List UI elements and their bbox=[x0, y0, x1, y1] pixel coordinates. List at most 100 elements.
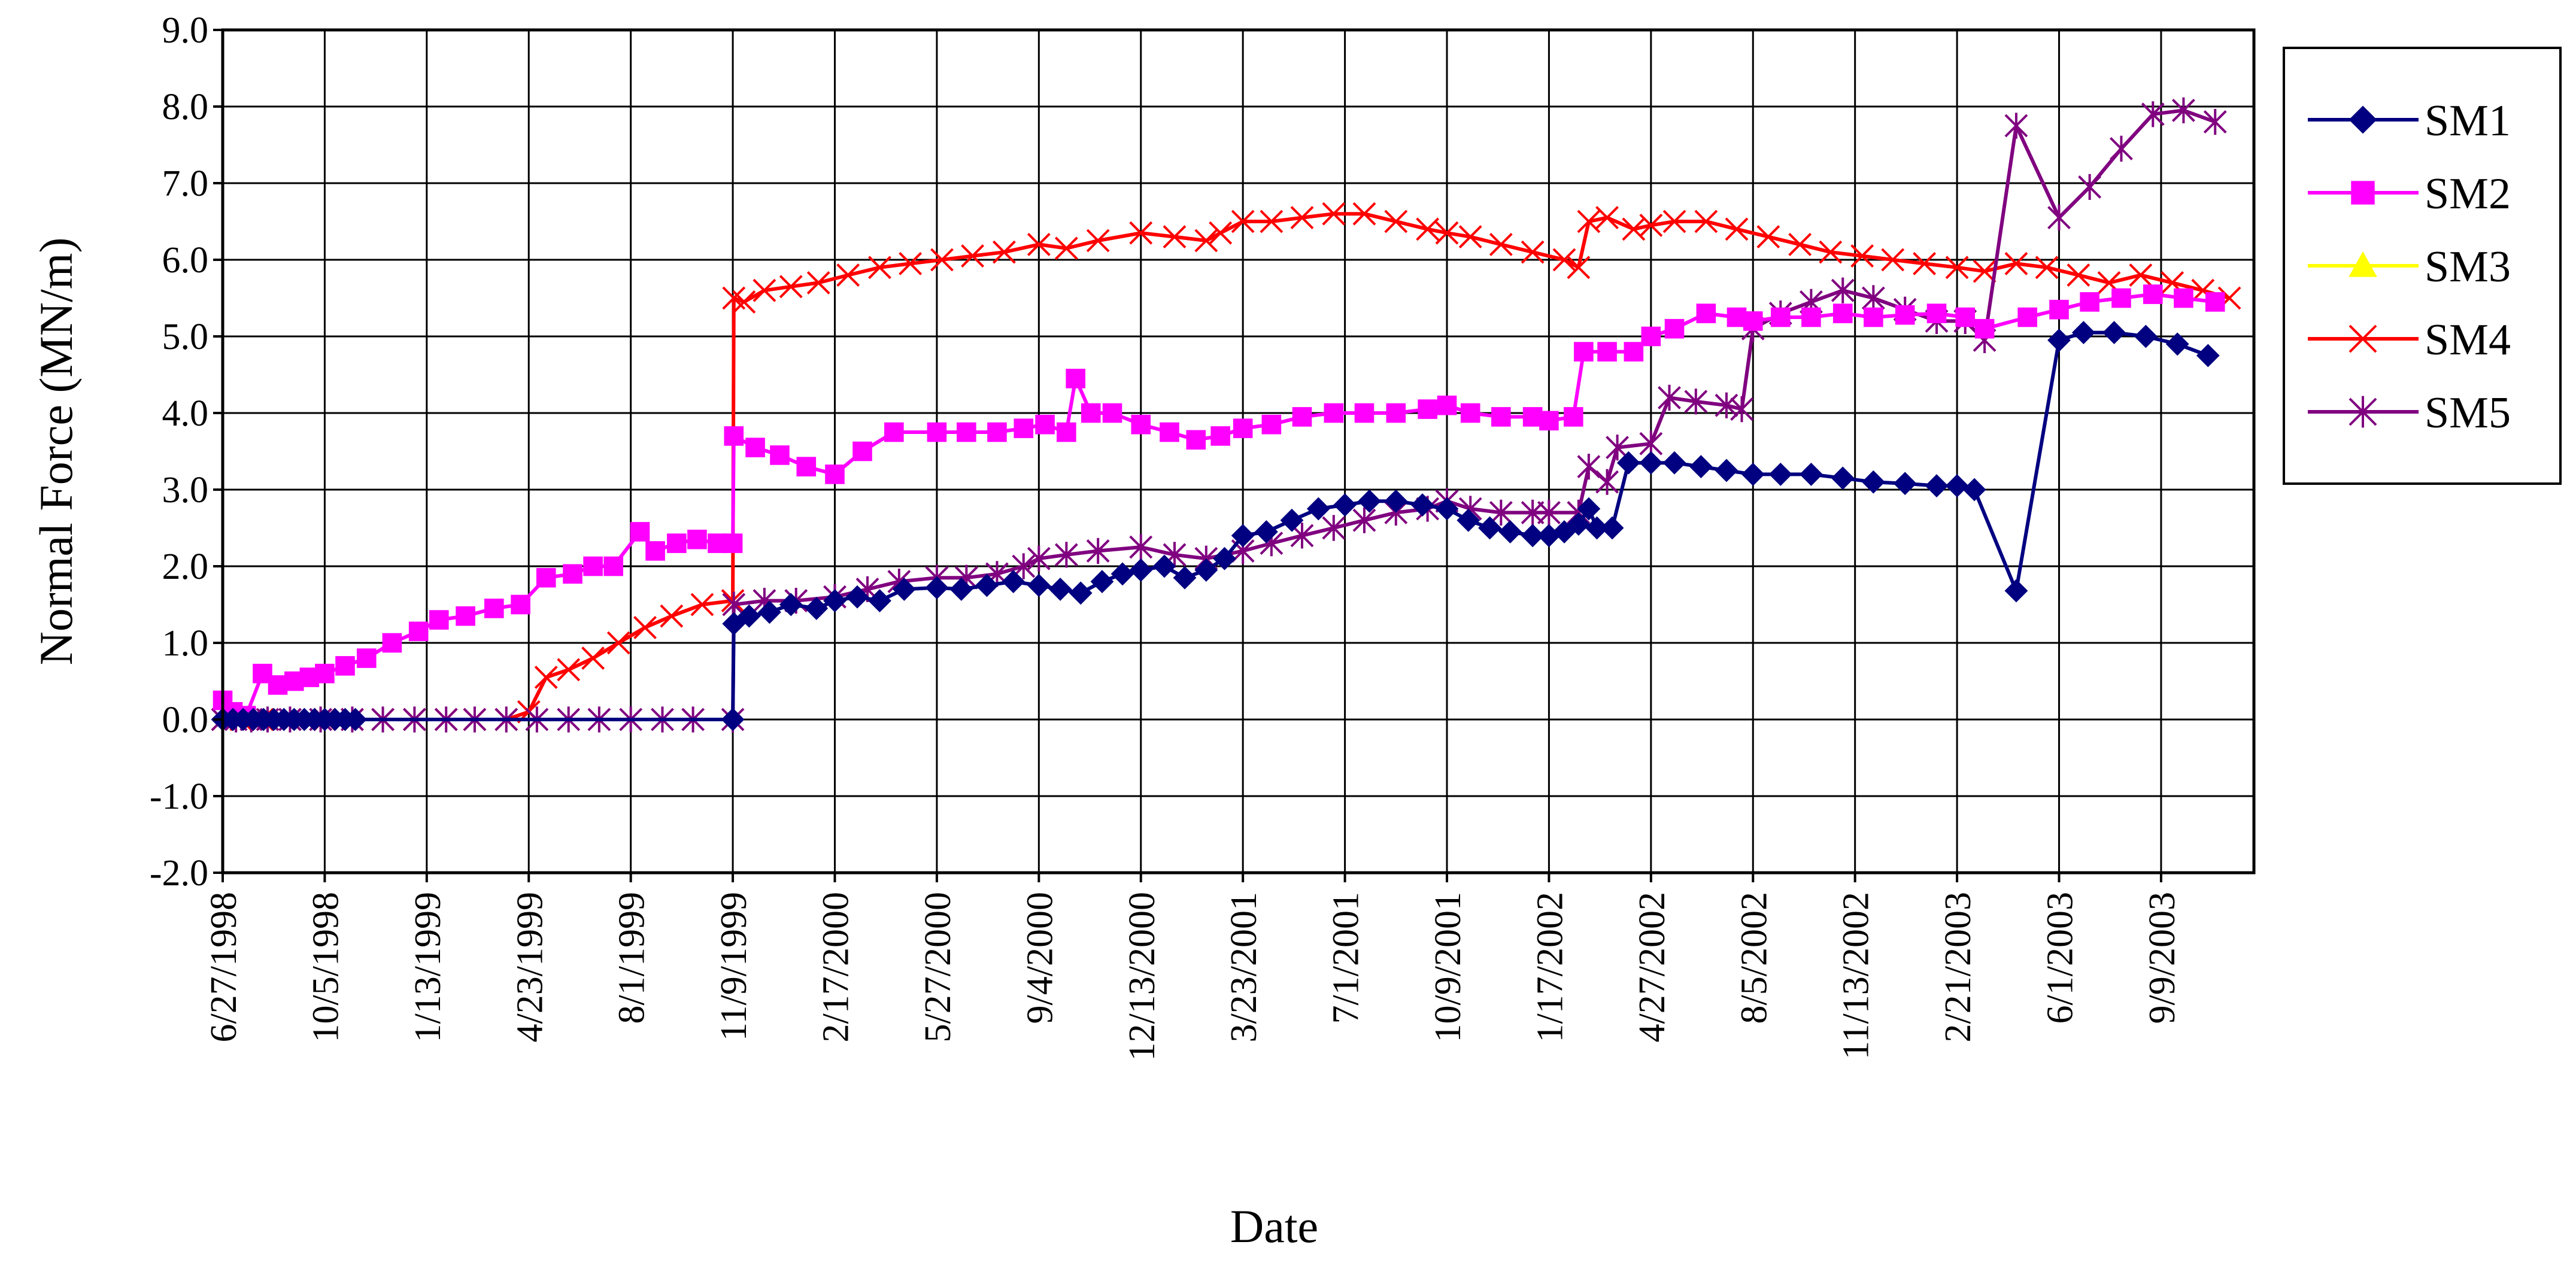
data-point-sm4 bbox=[606, 631, 630, 655]
data-point-sm4 bbox=[1209, 221, 1233, 245]
legend-item-sm1: SM1 bbox=[2308, 96, 2511, 145]
x-tick-label: 4/23/1999 bbox=[509, 892, 550, 1042]
data-point-sm4 bbox=[2035, 256, 2059, 280]
data-point-sm1 bbox=[1478, 516, 1501, 540]
data-point-sm4 bbox=[1973, 259, 1997, 283]
data-point-sm2 bbox=[927, 422, 947, 442]
data-point-sm1 bbox=[805, 596, 829, 620]
data-point-sm1 bbox=[1194, 558, 1218, 582]
data-point-sm4 bbox=[1595, 206, 1619, 230]
data-point-sm4 bbox=[2129, 263, 2153, 287]
data-point-sm4 bbox=[1913, 251, 1936, 275]
data-point-sm2 bbox=[429, 610, 449, 630]
data-point-sm1 bbox=[1457, 508, 1480, 532]
data-point-sm4 bbox=[2067, 263, 2090, 287]
data-point-sm5 bbox=[1861, 285, 1885, 311]
data-point-sm2 bbox=[1597, 342, 1617, 362]
y-tick-label: -1.0 bbox=[150, 776, 208, 817]
data-point-sm4 bbox=[633, 615, 657, 639]
x-tick-label: 10/5/1998 bbox=[305, 892, 346, 1042]
data-point-sm2 bbox=[2174, 288, 2193, 308]
y-axis-title: Normal Force (MN/m) bbox=[30, 238, 82, 666]
data-point-sm4 bbox=[1552, 248, 1576, 272]
data-point-sm4 bbox=[1788, 232, 1812, 256]
data-point-sm4 bbox=[992, 240, 1016, 264]
data-point-sm1 bbox=[1129, 558, 1153, 582]
legend-item-sm3: SM3 bbox=[2308, 242, 2511, 292]
data-point-sm2 bbox=[1895, 305, 1915, 325]
data-point-sm2 bbox=[536, 567, 556, 588]
legend: SM1 SM2 SM3 SM4 SM5 bbox=[2283, 47, 2562, 485]
data-point-sm1 bbox=[1384, 489, 1408, 513]
data-point-sm1 bbox=[1254, 520, 1278, 544]
x-axis: 6/27/1998 10/5/1998 1/13/1999 4/23/1999 8/1/… bbox=[204, 873, 2183, 1061]
y-tick-label: 9.0 bbox=[162, 10, 209, 51]
data-point-sm1 bbox=[1962, 478, 1986, 502]
data-point-sm1 bbox=[925, 576, 949, 600]
x-tick-label: 11/9/1999 bbox=[714, 892, 754, 1041]
data-point-sm2 bbox=[1035, 414, 1055, 435]
data-point-sm1 bbox=[1435, 497, 1459, 521]
x-tick-label: 11/13/2002 bbox=[1836, 892, 1877, 1059]
data-point-sm2 bbox=[1386, 403, 1406, 423]
data-point-sm5 bbox=[1537, 499, 1561, 526]
data-point-sm2 bbox=[2111, 288, 2131, 308]
data-point-sm5 bbox=[1577, 454, 1601, 480]
data-point-sm2 bbox=[1131, 414, 1151, 435]
data-point-sm5 bbox=[1730, 396, 1753, 423]
data-point-sm2 bbox=[630, 522, 650, 542]
data-point-sm1 bbox=[1333, 493, 1357, 517]
data-point-sm4 bbox=[660, 604, 684, 628]
data-point-sm5 bbox=[1086, 538, 1110, 564]
data-point-sm1 bbox=[1173, 566, 1197, 590]
data-point-sm5 bbox=[1715, 392, 1738, 418]
data-point-sm1 bbox=[1498, 520, 1522, 544]
data-point-sm1 bbox=[1945, 474, 1969, 498]
data-point-sm2 bbox=[1539, 411, 1559, 431]
data-point-sm1 bbox=[2165, 332, 2189, 356]
x-tick-label: 2/21/2003 bbox=[1938, 892, 1979, 1042]
data-point-sm1 bbox=[1585, 516, 1609, 540]
data-point-sm2 bbox=[645, 541, 665, 561]
data-point-sm1 bbox=[1152, 554, 1176, 578]
data-point-sm1 bbox=[1715, 459, 1738, 482]
series-sm2 bbox=[213, 284, 2225, 725]
x-tick-label: 1/17/2002 bbox=[1530, 892, 1570, 1042]
data-point-sm4 bbox=[1725, 217, 1749, 241]
data-point-sm2 bbox=[382, 633, 402, 653]
data-point-sm1 bbox=[1090, 570, 1114, 594]
data-point-sm4 bbox=[1322, 202, 1346, 226]
data-point-sm2 bbox=[1641, 326, 1661, 347]
data-point-sm4 bbox=[1489, 232, 1513, 256]
data-point-sm1 bbox=[1306, 497, 1330, 521]
data-point-sm4 bbox=[1567, 256, 1591, 280]
data-point-sm5 bbox=[2203, 109, 2227, 135]
data-point-sm4 bbox=[690, 593, 714, 617]
data-point-sm1 bbox=[1741, 462, 1765, 486]
data-point-sm5 bbox=[1521, 499, 1545, 526]
x-tick-label: 5/27/2000 bbox=[918, 892, 958, 1042]
y-axis: 9.0 8.0 7.0 6.0 5.0 4.0 3.0 2.0 1.0 0.0 -1.0 -2.0 bbox=[150, 10, 223, 894]
data-point-sm4 bbox=[1881, 248, 1905, 272]
data-point-sm2 bbox=[1014, 418, 1034, 438]
data-point-sm1 bbox=[1689, 455, 1713, 479]
legend-item-sm2: SM2 bbox=[2308, 169, 2511, 218]
legend-label-sm3: SM3 bbox=[2425, 242, 2511, 292]
data-point-sm2 bbox=[1696, 303, 1716, 323]
data-point-sm1 bbox=[1639, 451, 1663, 475]
data-point-sm2 bbox=[603, 556, 623, 576]
data-point-sm2 bbox=[852, 441, 872, 462]
data-point-sm2 bbox=[1926, 303, 1947, 323]
data-point-sm1 bbox=[2196, 344, 2220, 368]
data-point-sm4 bbox=[1521, 240, 1545, 264]
data-point-sm2 bbox=[724, 426, 744, 446]
data-point-sm2 bbox=[770, 445, 790, 465]
data-point-sm4 bbox=[1694, 210, 1718, 233]
data-point-sm4 bbox=[732, 290, 756, 314]
data-point-sm2 bbox=[1770, 307, 1791, 327]
data-point-sm4 bbox=[1819, 240, 1843, 264]
data-point-sm4 bbox=[1416, 217, 1440, 241]
y-tick-label: 1.0 bbox=[162, 623, 209, 664]
x-tick-label: 2/17/2000 bbox=[816, 892, 857, 1042]
